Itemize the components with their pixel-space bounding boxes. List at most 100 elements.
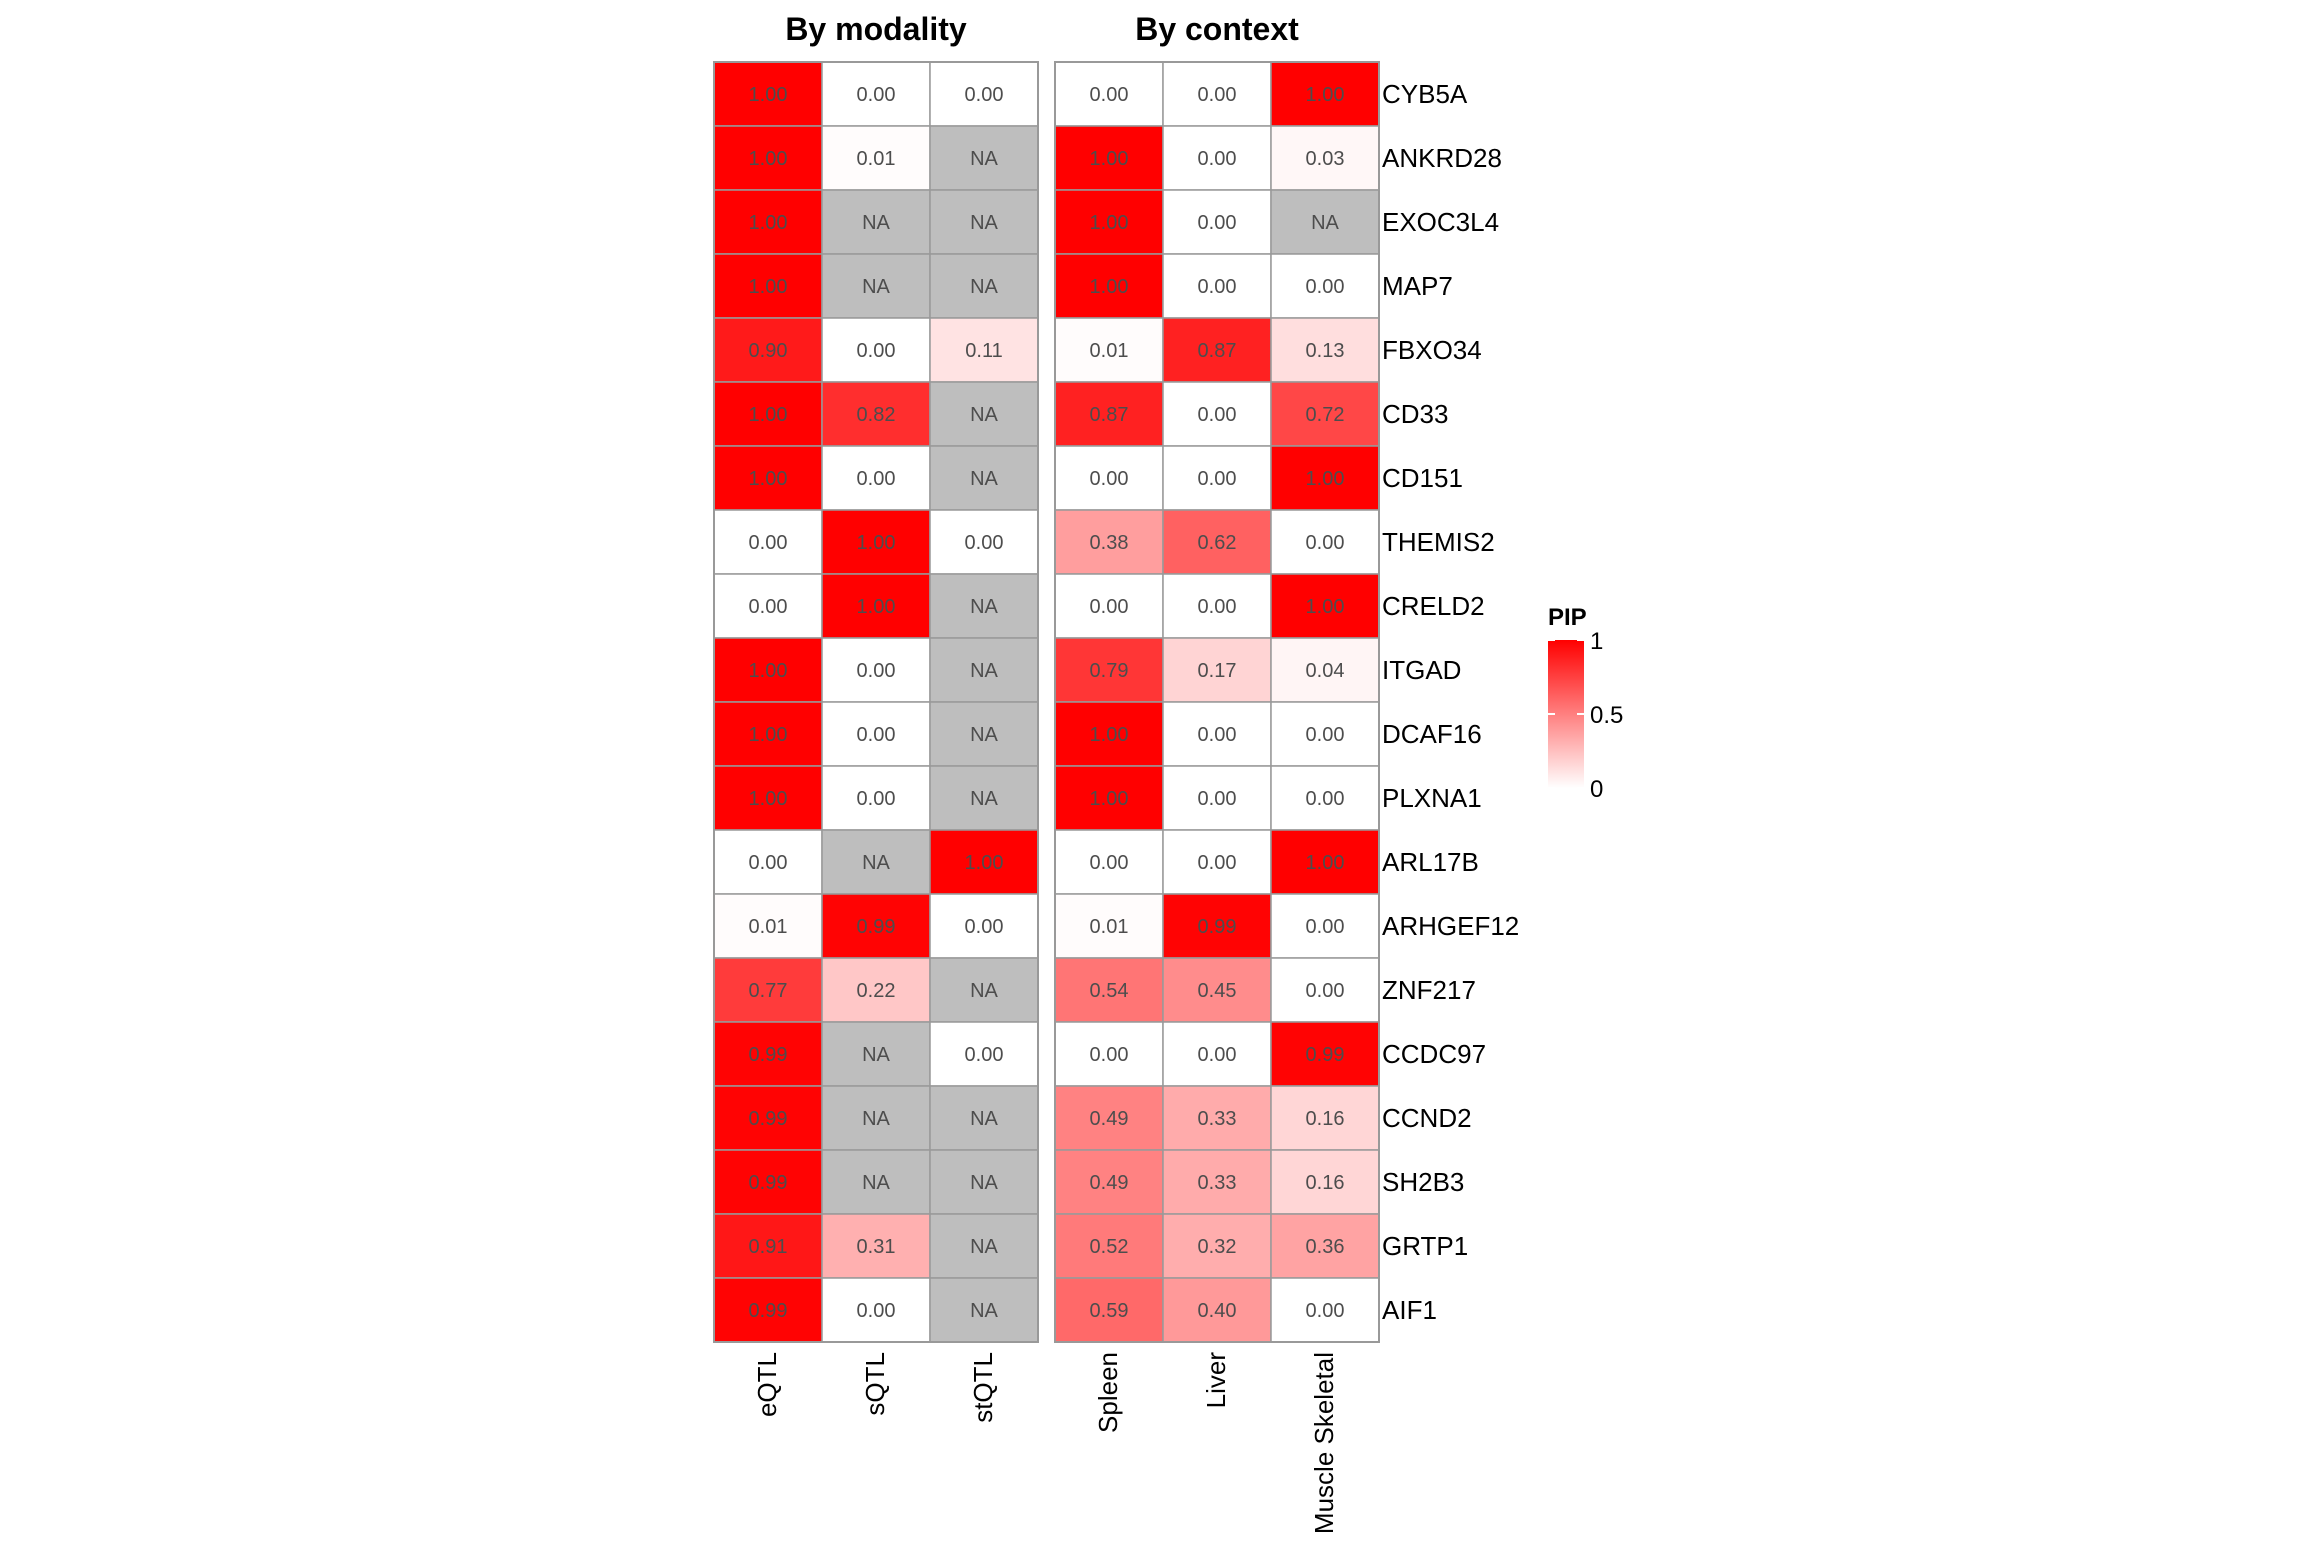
heatmap-cell bbox=[821, 1085, 931, 1151]
row-label: SH2B3 bbox=[1382, 1167, 1464, 1197]
cell-value-label: 0.01 bbox=[1090, 340, 1129, 362]
panel-title-modality: By modality bbox=[785, 11, 967, 47]
cell-value-label: 0.00 bbox=[1090, 596, 1129, 618]
cell-value-label: 0.00 bbox=[1198, 596, 1237, 618]
column-label: Muscle Skeletal bbox=[1309, 1352, 1339, 1534]
heatmap-cell bbox=[1270, 381, 1380, 447]
row-label: FBXO34 bbox=[1382, 335, 1482, 365]
cell-value-label: NA bbox=[862, 1044, 890, 1066]
heatmap-cell bbox=[1270, 765, 1380, 831]
cell-value-label: NA bbox=[970, 212, 998, 234]
cell-value-label: 0.16 bbox=[1306, 1172, 1345, 1194]
heatmap-cell bbox=[929, 125, 1039, 191]
cell-value-label: 0.59 bbox=[1090, 1300, 1129, 1322]
cell-value-label: 0.13 bbox=[1306, 340, 1345, 362]
heatmap-cell bbox=[713, 445, 823, 511]
cell-value-label: 0.49 bbox=[1090, 1108, 1129, 1130]
heatmap-cell bbox=[929, 893, 1039, 959]
heatmap-cell bbox=[713, 253, 823, 319]
heatmap-cell bbox=[821, 637, 931, 703]
row-label: MAP7 bbox=[1382, 271, 1453, 301]
cell-value-label: 0.00 bbox=[1306, 1300, 1345, 1322]
heatmap-cell bbox=[1270, 1085, 1380, 1151]
row-label: ITGAD bbox=[1382, 655, 1461, 685]
heatmap-cell bbox=[1162, 125, 1272, 191]
cell-value-label: 0.91 bbox=[749, 1236, 788, 1258]
heatmap-cell bbox=[1270, 125, 1380, 191]
heatmap-cell bbox=[713, 509, 823, 575]
column-label: Liver bbox=[1201, 1352, 1231, 1409]
heatmap-cell bbox=[1162, 509, 1272, 575]
cell-value-label: 0.00 bbox=[1306, 788, 1345, 810]
column-label: Spleen bbox=[1093, 1352, 1123, 1433]
heatmap-cell bbox=[929, 381, 1039, 447]
heatmap-cell bbox=[929, 253, 1039, 319]
cell-value-label: 1.00 bbox=[857, 596, 896, 618]
column-label: stQTL bbox=[968, 1352, 998, 1423]
row-label: ARHGEF12 bbox=[1382, 911, 1519, 941]
cell-value-label: 0.00 bbox=[1306, 916, 1345, 938]
cell-value-label: 0.00 bbox=[965, 1044, 1004, 1066]
cell-value-label: 0.33 bbox=[1198, 1108, 1237, 1130]
cell-value-label: 1.00 bbox=[1090, 212, 1129, 234]
heatmap-cell bbox=[713, 637, 823, 703]
row-label: GRTP1 bbox=[1382, 1231, 1468, 1261]
cell-value-label: 1.00 bbox=[1090, 148, 1129, 170]
cell-value-label: 0.00 bbox=[1198, 852, 1237, 874]
heatmap-cell bbox=[1162, 1021, 1272, 1087]
cell-value-label: 0.17 bbox=[1198, 660, 1237, 682]
cell-value-label: 0.33 bbox=[1198, 1172, 1237, 1194]
cell-value-label: 0.00 bbox=[1198, 724, 1237, 746]
heatmap-cell bbox=[713, 1213, 823, 1279]
heatmap-cell bbox=[1054, 1149, 1164, 1215]
cell-value-label: 1.00 bbox=[749, 404, 788, 426]
cell-value-label: 0.45 bbox=[1198, 980, 1237, 1002]
cell-value-label: 0.00 bbox=[1198, 276, 1237, 298]
row-label: ANKRD28 bbox=[1382, 143, 1502, 173]
cell-value-label: 0.90 bbox=[749, 340, 788, 362]
heatmap-cell bbox=[1162, 1213, 1272, 1279]
cell-value-label: 0.52 bbox=[1090, 1236, 1129, 1258]
cell-value-label: NA bbox=[1311, 212, 1339, 234]
heatmap-cell bbox=[1162, 189, 1272, 255]
cell-value-label: NA bbox=[862, 1172, 890, 1194]
cell-value-label: 0.36 bbox=[1306, 1236, 1345, 1258]
cell-value-label: 1.00 bbox=[1306, 468, 1345, 490]
heatmap-cell bbox=[1270, 637, 1380, 703]
cell-value-label: 0.16 bbox=[1306, 1108, 1345, 1130]
heatmap-cell bbox=[1054, 1085, 1164, 1151]
cell-value-label: 0.32 bbox=[1198, 1236, 1237, 1258]
row-label: CRELD2 bbox=[1382, 591, 1485, 621]
cell-value-label: 0.00 bbox=[965, 532, 1004, 554]
heatmap-cell bbox=[713, 573, 823, 639]
cell-value-label: 1.00 bbox=[749, 276, 788, 298]
heatmap-cell bbox=[821, 61, 931, 127]
cell-value-label: 0.99 bbox=[1306, 1044, 1345, 1066]
heatmap-cell bbox=[1162, 1085, 1272, 1151]
cell-value-label: 0.00 bbox=[749, 532, 788, 554]
heatmap-cell bbox=[821, 509, 931, 575]
cell-value-label: NA bbox=[970, 276, 998, 298]
cell-value-label: 0.00 bbox=[1090, 84, 1129, 106]
cell-value-label: 0.00 bbox=[1198, 468, 1237, 490]
cell-value-label: NA bbox=[970, 724, 998, 746]
cell-value-label: 0.77 bbox=[749, 980, 788, 1002]
cell-value-label: 0.11 bbox=[965, 340, 1002, 362]
cell-value-label: 0.00 bbox=[857, 788, 896, 810]
cell-value-label: 1.00 bbox=[1090, 724, 1129, 746]
cell-value-label: NA bbox=[970, 468, 998, 490]
panel-border bbox=[713, 61, 1039, 1343]
heatmap-cell bbox=[713, 1085, 823, 1151]
heatmap-cell bbox=[821, 1277, 931, 1343]
heatmap-cell bbox=[1270, 829, 1380, 895]
row-label: PLXNA1 bbox=[1382, 783, 1482, 813]
cell-value-label: 1.00 bbox=[1306, 84, 1345, 106]
cell-value-label: 0.00 bbox=[965, 84, 1004, 106]
heatmap-cell bbox=[929, 1149, 1039, 1215]
cell-value-label: 0.00 bbox=[1090, 1044, 1129, 1066]
cell-value-label: 0.99 bbox=[857, 916, 896, 938]
cell-value-label: 1.00 bbox=[1090, 276, 1129, 298]
cell-value-label: NA bbox=[970, 660, 998, 682]
row-label: CCDC97 bbox=[1382, 1039, 1486, 1069]
